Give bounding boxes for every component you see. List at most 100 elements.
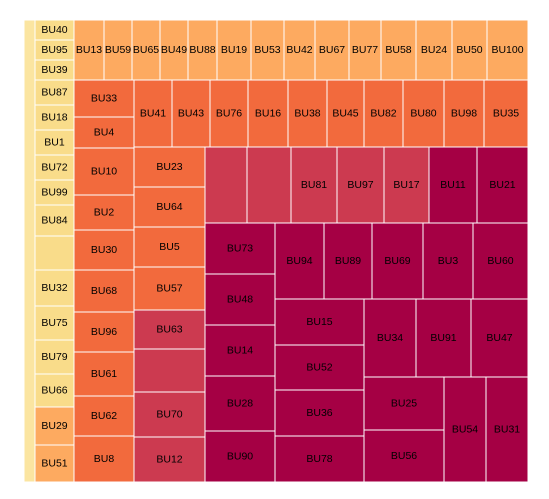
- treemap-cell-unlabeled-60: [246, 146, 292, 224]
- treemap-cell-bu28: [204, 375, 276, 432]
- treemap-cell-bu97: [336, 146, 385, 224]
- treemap-cell-bu13: [73, 19, 105, 81]
- treemap-label-bu1: BU1: [44, 137, 65, 149]
- treemap-label-bu14: BU14: [227, 345, 253, 357]
- treemap-label-bu34: BU34: [377, 332, 403, 344]
- treemap-label-bu58: BU58: [385, 44, 411, 56]
- treemap-label-bu51: BU51: [41, 458, 67, 470]
- treemap-cell-bu88: [187, 19, 218, 81]
- treemap-label-bu31: BU31: [494, 424, 520, 436]
- treemap-label-bu100: BU100: [491, 44, 523, 56]
- treemap-label-bu21: BU21: [489, 179, 515, 191]
- treemap-cell-unlabeled-59: [204, 146, 248, 224]
- treemap-label-bu62: BU62: [91, 410, 117, 422]
- treemap-label-bu16: BU16: [255, 108, 281, 120]
- treemap-label-bu65: BU65: [133, 44, 159, 56]
- treemap-cell-bu3: [422, 222, 474, 300]
- treemap-label-bu18: BU18: [41, 112, 67, 124]
- treemap-label-bu24: BU24: [421, 44, 447, 56]
- treemap-cell-bu17: [383, 146, 430, 224]
- treemap-label-bu68: BU68: [91, 285, 117, 297]
- treemap-cell-bu35: [483, 79, 529, 148]
- treemap-label-bu69: BU69: [384, 255, 410, 267]
- treemap-label-bu66: BU66: [41, 385, 67, 397]
- treemap-label-bu56: BU56: [391, 450, 417, 462]
- treemap-label-bu25: BU25: [391, 398, 417, 410]
- treemap-label-bu84: BU84: [41, 215, 67, 227]
- treemap-label-bu10: BU10: [91, 166, 117, 178]
- treemap-cell-bu31: [485, 376, 529, 483]
- treemap-label-bu48: BU48: [227, 294, 253, 306]
- treemap-label-bu99: BU99: [41, 187, 67, 199]
- treemap-cell-unlabeled-10: [34, 235, 75, 271]
- treemap-label-bu42: BU42: [286, 44, 312, 56]
- treemap-label-bu61: BU61: [91, 368, 117, 380]
- treemap-cell-unlabeled-0: [23, 19, 36, 483]
- treemap-cell-bu12: [133, 436, 206, 483]
- treemap-label-bu45: BU45: [332, 108, 358, 120]
- treemap-label-bu3: BU3: [438, 255, 459, 267]
- treemap-label-bu95: BU95: [41, 44, 67, 56]
- treemap-cell-bu23: [133, 146, 206, 188]
- treemap-cell-bu8: [73, 435, 135, 483]
- treemap-label-bu64: BU64: [156, 201, 182, 213]
- treemap-cell-bu67: [314, 19, 350, 81]
- treemap-label-bu2: BU2: [94, 207, 115, 219]
- treemap-label-bu38: BU38: [294, 108, 320, 120]
- treemap-cell-bu33: [73, 79, 135, 118]
- treemap-label-bu19: BU19: [221, 44, 247, 56]
- treemap-label-bu73: BU73: [227, 243, 253, 255]
- treemap-cell-bu4: [73, 116, 135, 149]
- treemap-cell-bu94: [274, 222, 325, 300]
- treemap-cell-bu60: [472, 222, 529, 300]
- treemap-label-bu40: BU40: [41, 24, 67, 36]
- treemap-label-bu80: BU80: [410, 108, 436, 120]
- treemap-cell-bu29: [34, 406, 75, 446]
- treemap-cell-bu2: [73, 194, 135, 231]
- treemap-cell-bu25: [363, 376, 445, 431]
- treemap-label-bu79: BU79: [41, 351, 67, 363]
- treemap-label-bu60: BU60: [487, 255, 513, 267]
- treemap-label-bu90: BU90: [227, 451, 253, 463]
- treemap-label-bu94: BU94: [286, 255, 312, 267]
- treemap-label-bu39: BU39: [41, 64, 67, 76]
- treemap-label-bu35: BU35: [493, 108, 519, 120]
- treemap-cell-bu90: [204, 430, 276, 483]
- treemap-cell-bu52: [274, 344, 365, 391]
- treemap-label-bu29: BU29: [41, 420, 67, 432]
- treemap-label-bu87: BU87: [41, 87, 67, 99]
- treemap-label-bu57: BU57: [156, 283, 182, 295]
- treemap-cell-bu57: [133, 266, 206, 311]
- treemap-label-bu77: BU77: [352, 44, 378, 56]
- treemap-cell-bu21: [476, 146, 529, 224]
- treemap-cell-bu98: [443, 79, 485, 148]
- treemap-label-bu70: BU70: [156, 409, 182, 421]
- treemap-label-bu76: BU76: [216, 108, 242, 120]
- treemap-label-bu36: BU36: [306, 407, 332, 419]
- treemap-cell-bu15: [274, 298, 365, 346]
- treemap-label-bu28: BU28: [227, 398, 253, 410]
- treemap-cell-bu47: [470, 298, 529, 378]
- treemap-label-bu30: BU30: [91, 244, 117, 256]
- treemap-cell-bu49: [159, 19, 189, 81]
- treemap-cell-bu77: [348, 19, 382, 81]
- treemap-label-bu63: BU63: [156, 324, 182, 336]
- treemap-label-bu98: BU98: [451, 108, 477, 120]
- treemap-cell-bu63: [133, 309, 206, 350]
- treemap-label-bu59: BU59: [105, 44, 131, 56]
- treemap-label-bu72: BU72: [41, 162, 67, 174]
- treemap-label-bu78: BU78: [306, 453, 332, 465]
- treemap-label-bu49: BU49: [161, 44, 187, 56]
- treemap-label-bu82: BU82: [370, 108, 396, 120]
- treemap-label-bu5: BU5: [159, 241, 180, 253]
- treemap-label-bu4: BU4: [94, 127, 115, 139]
- treemap-label-bu43: BU43: [178, 108, 204, 120]
- treemap-label-bu53: BU53: [254, 44, 280, 56]
- treemap-label-bu67: BU67: [319, 44, 345, 56]
- treemap-label-bu47: BU47: [486, 332, 512, 344]
- treemap-label-bu41: BU41: [140, 108, 166, 120]
- treemap-cell-bu65: [131, 19, 161, 81]
- treemap-label-bu97: BU97: [347, 179, 373, 191]
- treemap-cell-bu53: [250, 19, 285, 81]
